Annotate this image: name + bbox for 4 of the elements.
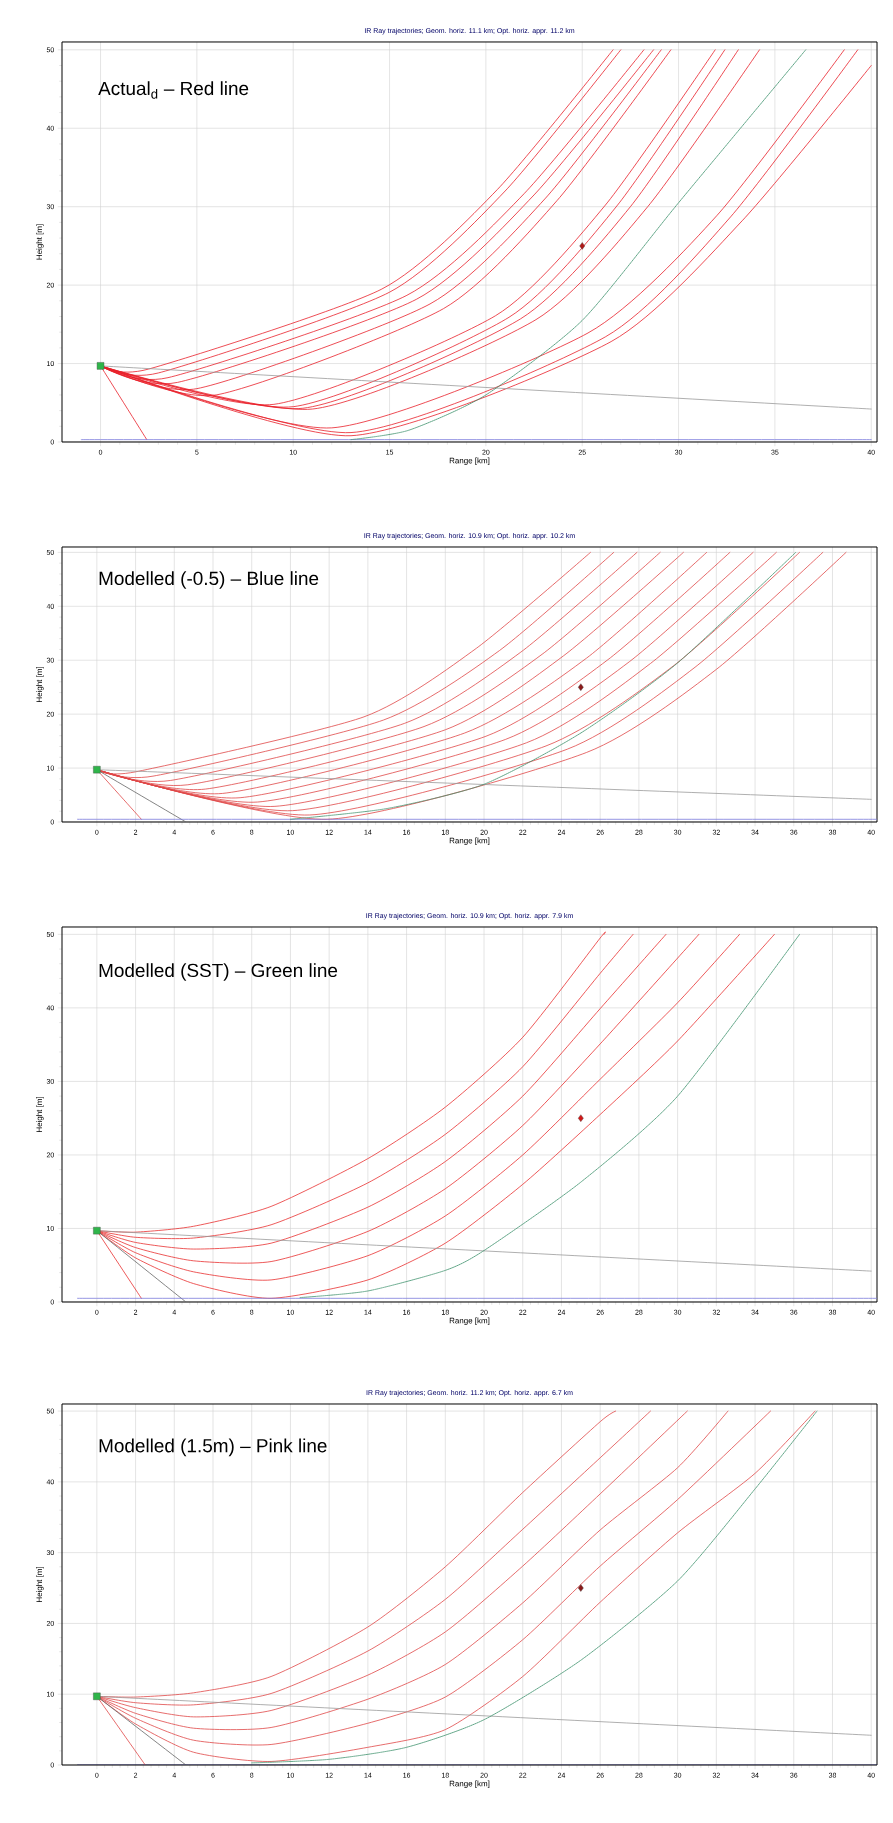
annotation: Modelled (SST) – Green line — [99, 963, 338, 981]
annotation: Actual$_{d}$ – Red line — [98, 81, 249, 99]
annotation: Modelled (-0.5) – Blue line — [99, 571, 319, 589]
annotation: Modelled (1.5m) – Pink line — [99, 1438, 327, 1457]
